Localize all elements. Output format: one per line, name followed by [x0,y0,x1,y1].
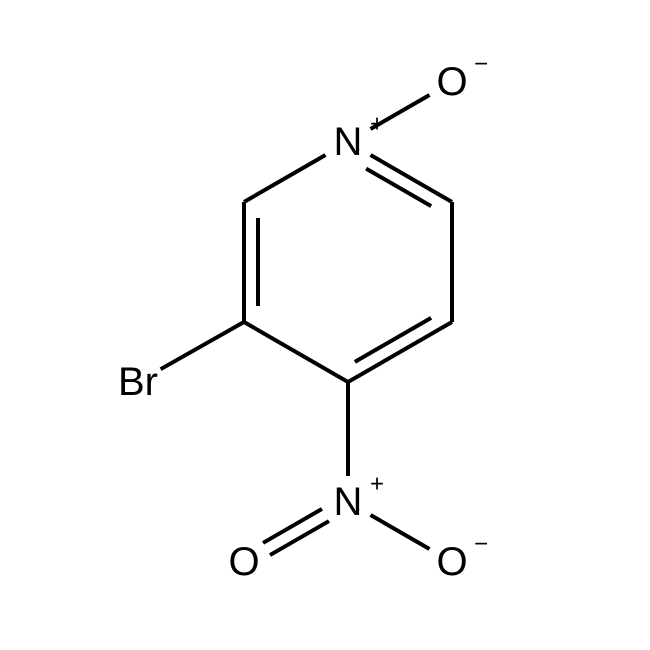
atom-label-N1: N [334,120,363,164]
atom-label-Br: Br [118,360,158,404]
chemical-structure: N+O−BrN+OO− [0,0,650,650]
charge-N_nit: + [370,471,384,498]
atom-label-O_sr: O [436,540,467,584]
atom-label-O_dl: O [228,540,259,584]
charge-O_sr: − [474,531,488,558]
charge-O_top: − [474,51,488,78]
atom-label-O_top: O [436,60,467,104]
atom-label-N_nit: N [334,480,363,524]
charge-N1: + [370,111,384,138]
